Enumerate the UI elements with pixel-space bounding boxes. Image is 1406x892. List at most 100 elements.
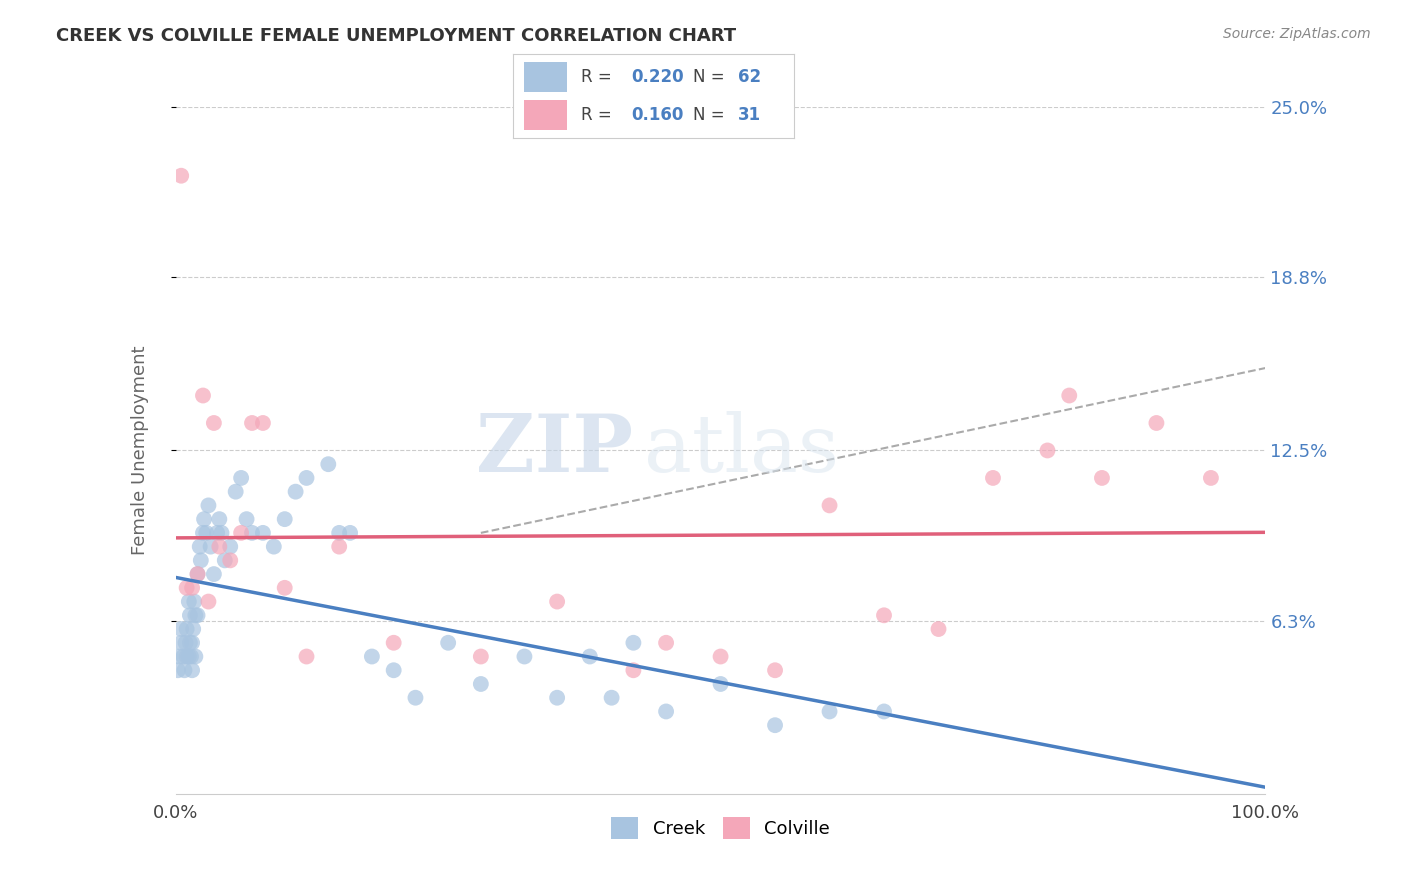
Text: CREEK VS COLVILLE FEMALE UNEMPLOYMENT CORRELATION CHART: CREEK VS COLVILLE FEMALE UNEMPLOYMENT CO… [56,27,737,45]
Point [176,649,198,664]
Text: R =: R = [581,106,617,124]
Text: 0.160: 0.160 [631,106,683,124]
Point [873,705,896,719]
Text: ZIP: ZIP [477,411,633,490]
Point [170,636,193,650]
Point [195,525,218,540]
Point [328,540,350,554]
Point [240,416,263,430]
Point [621,636,644,650]
Point [211,525,233,540]
Point [167,649,190,664]
Point [318,457,340,471]
Point [180,649,202,664]
Text: Source: ZipAtlas.com: Source: ZipAtlas.com [1223,27,1371,41]
Point [579,649,602,664]
FancyBboxPatch shape [524,62,567,92]
FancyBboxPatch shape [524,100,567,130]
Point [184,608,207,623]
Point [382,663,405,677]
Point [184,649,207,664]
Point [179,608,201,623]
Point [328,525,350,540]
Point [818,499,841,513]
Point [470,677,492,691]
Point [186,567,209,582]
Point [177,649,200,664]
Text: N =: N = [693,106,730,124]
Point [219,540,242,554]
Point [1199,471,1222,485]
Point [1091,471,1114,485]
Point [655,636,678,650]
Point [181,622,204,636]
Point [1059,388,1081,402]
Point [252,416,274,430]
Point [274,512,297,526]
Point [181,663,204,677]
Point [167,663,190,677]
Point [208,540,231,554]
Point [176,622,198,636]
Point [405,690,427,705]
Point [546,594,568,608]
Point [274,581,297,595]
Point [382,636,405,650]
Point [202,416,225,430]
Point [191,388,214,402]
Point [513,649,536,664]
Point [818,705,841,719]
Point [263,540,285,554]
Point [600,690,623,705]
Point [339,525,361,540]
Point [546,690,568,705]
Point [710,677,733,691]
Point [197,499,219,513]
Text: R =: R = [581,68,617,86]
Point [437,636,460,650]
Point [170,169,193,183]
Point [179,636,201,650]
Point [873,608,896,623]
Y-axis label: Female Unemployment: Female Unemployment [131,346,149,555]
Point [219,553,242,567]
Point [173,663,195,677]
Point [181,581,204,595]
Point [655,705,678,719]
Point [186,567,209,582]
Point [205,525,228,540]
Point [170,622,193,636]
Point [231,525,253,540]
Point [186,608,209,623]
Point [763,718,786,732]
Point [172,649,194,664]
Legend: Creek, Colville: Creek, Colville [603,810,838,847]
Point [252,525,274,540]
Point [763,663,786,677]
Point [1146,416,1168,430]
Point [225,484,247,499]
Point [191,525,214,540]
Point [190,553,212,567]
Point [200,540,222,554]
Point [214,553,236,567]
Point [295,649,318,664]
Point [981,471,1004,485]
Point [231,471,253,485]
Point [208,512,231,526]
Point [197,594,219,608]
Point [202,567,225,582]
Point [183,594,205,608]
Text: N =: N = [693,68,730,86]
Point [181,636,204,650]
Point [174,636,197,650]
Text: 0.220: 0.220 [631,68,683,86]
Point [188,540,211,554]
Text: 62: 62 [738,68,761,86]
Point [176,581,198,595]
Point [295,471,318,485]
Text: atlas: atlas [644,411,839,490]
Point [235,512,257,526]
Point [284,484,307,499]
Point [470,649,492,664]
